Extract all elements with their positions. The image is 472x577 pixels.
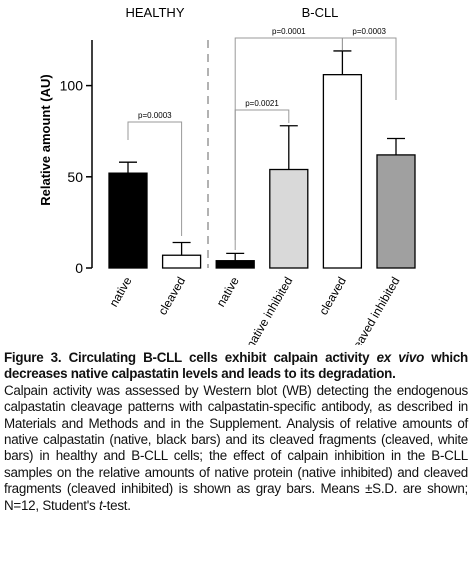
- x-tick-label: cleaved inhibited: [346, 275, 403, 346]
- chart: Relative amount (AU) 0 50 100 HEALTHY B-CLL n…: [38, 5, 416, 359]
- p-value: p=0.0003: [352, 27, 386, 36]
- text: ex vivo: [376, 350, 425, 365]
- bar: [376, 154, 416, 269]
- text: t: [98, 497, 103, 513]
- p-value: p=0.0001: [272, 27, 306, 36]
- x-tick-label: native inhibited: [243, 275, 295, 346]
- text: -test.: [102, 497, 131, 513]
- bar: [215, 260, 255, 269]
- group-label: HEALTHY: [126, 5, 185, 20]
- p-value: p=0.0003: [138, 111, 172, 120]
- x-tick-label: native: [214, 274, 242, 309]
- p-value: p=0.0021: [245, 99, 279, 108]
- y-axis-label: Relative amount (AU): [38, 74, 53, 205]
- significance-bracket: [127, 121, 183, 236]
- x-tick-label: cleaved: [155, 275, 188, 318]
- group-label: B-CLL: [302, 5, 339, 20]
- caption: Figure 3. Circulating B-CLL cells exhibi…: [4, 350, 468, 514]
- y-tick-label: 100: [60, 78, 84, 94]
- y-tick-label: 0: [75, 260, 83, 276]
- x-tick-label: cleaved: [316, 275, 349, 318]
- caption-body: Calpain activity was assessed by Western…: [4, 383, 468, 514]
- significance-bracket: [341, 37, 397, 100]
- bar: [269, 168, 309, 269]
- text: Figure 3. Circulating B-CLL cells exhibi…: [4, 350, 377, 365]
- y-tick-label: 50: [67, 169, 83, 185]
- bar: [161, 254, 202, 269]
- text: Calpain activity was assessed by Western…: [4, 382, 468, 513]
- text: which decreases native calpastatin level…: [4, 350, 468, 382]
- bar: [322, 74, 363, 269]
- x-tick-label: native: [106, 274, 134, 309]
- caption-title: Figure 3. Circulating B-CLL cells exhibi…: [4, 350, 468, 383]
- bar: [108, 172, 148, 269]
